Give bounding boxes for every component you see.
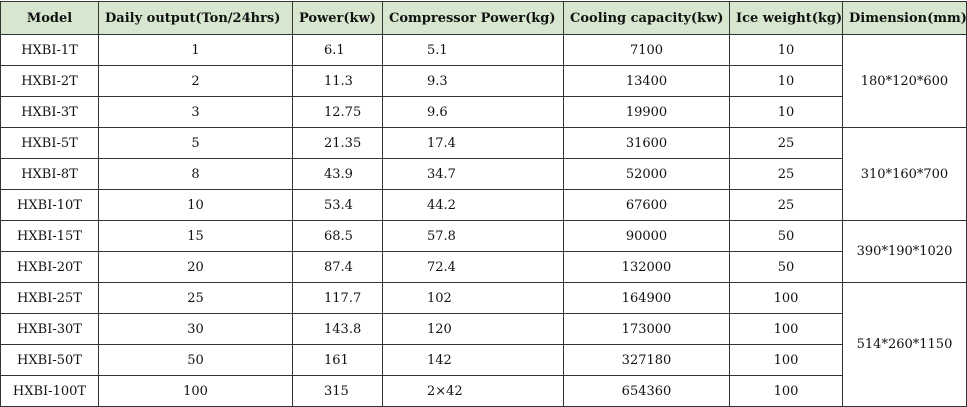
cell-cooling: 52000	[563, 158, 730, 190]
table-row: HXBI-5T 5 21.35 17.4 31600 25 310*160*70…	[0, 127, 967, 221]
cell-output: 30	[98, 313, 293, 345]
cell-ice: 25	[729, 158, 843, 190]
cell-compressor: 9.3	[382, 65, 564, 97]
cell-power: 87.4	[292, 251, 383, 283]
table-row: HXBI-50T 50 161 142 327180 100	[0, 344, 967, 376]
cell-ice: 50	[729, 220, 843, 252]
cell-compressor: 2×42	[382, 375, 564, 407]
cell-dimension: 310*160*700	[842, 127, 967, 221]
cell-compressor: 17.4	[382, 127, 564, 159]
cell-cooling: 654360	[563, 375, 730, 407]
cell-cooling: 327180	[563, 344, 730, 376]
table-row: HXBI-2T 2 11.3 9.3 13400 10	[0, 65, 967, 97]
cell-model: HXBI-10T	[0, 189, 99, 221]
cell-output: 20	[98, 251, 293, 283]
cell-power: 43.9	[292, 158, 383, 190]
cell-output: 15	[98, 220, 293, 252]
cell-output: 8	[98, 158, 293, 190]
cell-ice: 10	[729, 65, 843, 97]
table-row: HXBI-15T 15 68.5 57.8 90000 50 390*190*1…	[0, 220, 967, 283]
cell-compressor: 44.2	[382, 189, 564, 221]
table-row: HXBI-8T 8 43.9 34.7 52000 25	[0, 158, 967, 190]
cell-ice: 50	[729, 251, 843, 283]
cell-ice: 10	[729, 96, 843, 128]
table-row: HXBI-30T 30 143.8 120 173000 100	[0, 313, 967, 345]
cell-output: 5	[98, 127, 293, 159]
cell-model: HXBI-30T	[0, 313, 99, 345]
cell-compressor: 120	[382, 313, 564, 345]
cell-output: 100	[98, 375, 293, 407]
cell-cooling: 90000	[563, 220, 730, 252]
cell-model: HXBI-1T	[0, 34, 99, 66]
table-row: HXBI-25T 25 117.7 102 164900 100 514*260…	[0, 282, 967, 407]
header-model: Model	[0, 1, 99, 35]
cell-power: 117.7	[292, 282, 383, 314]
cell-ice: 100	[729, 313, 843, 345]
cell-dimension: 514*260*1150	[842, 282, 967, 407]
table-row: HXBI-1T 1 6.1 5.1 7100 10 180*120*600	[0, 34, 967, 128]
cell-cooling: 19900	[563, 96, 730, 128]
header-compressor-power: Compressor Power(kg)	[382, 1, 564, 35]
cell-ice: 100	[729, 344, 843, 376]
cell-ice: 100	[729, 375, 843, 407]
cell-model: HXBI-20T	[0, 251, 99, 283]
cell-compressor: 57.8	[382, 220, 564, 252]
cell-output: 3	[98, 96, 293, 128]
table-row: HXBI-100T 100 315 2×42 654360 100	[0, 375, 967, 407]
cell-model: HXBI-3T	[0, 96, 99, 128]
cell-output: 1	[98, 34, 293, 66]
cell-ice: 10	[729, 34, 843, 66]
cell-compressor: 34.7	[382, 158, 564, 190]
table-row: HXBI-3T 3 12.75 9.6 19900 10	[0, 96, 967, 128]
cell-power: 12.75	[292, 96, 383, 128]
cell-model: HXBI-8T	[0, 158, 99, 190]
cell-power: 143.8	[292, 313, 383, 345]
cell-compressor: 9.6	[382, 96, 564, 128]
table-row: HXBI-20T 20 87.4 72.4 132000 50	[0, 251, 967, 283]
header-dimension: Dimension(mm)	[842, 1, 967, 35]
cell-ice: 25	[729, 127, 843, 159]
cell-output: 50	[98, 344, 293, 376]
cell-model: HXBI-50T	[0, 344, 99, 376]
header-daily-output: Daily output(Ton/24hrs)	[98, 1, 293, 35]
cell-compressor: 72.4	[382, 251, 564, 283]
cell-model: HXBI-2T	[0, 65, 99, 97]
cell-cooling: 67600	[563, 189, 730, 221]
cell-ice: 100	[729, 282, 843, 314]
cell-output: 2	[98, 65, 293, 97]
cell-model: HXBI-100T	[0, 375, 99, 407]
cell-power: 21.35	[292, 127, 383, 159]
cell-cooling: 31600	[563, 127, 730, 159]
cell-model: HXBI-25T	[0, 282, 99, 314]
cell-power: 53.4	[292, 189, 383, 221]
cell-cooling: 7100	[563, 34, 730, 66]
cell-ice: 25	[729, 189, 843, 221]
cell-compressor: 102	[382, 282, 564, 314]
cell-dimension: 180*120*600	[842, 34, 967, 128]
cell-cooling: 13400	[563, 65, 730, 97]
cell-cooling: 132000	[563, 251, 730, 283]
cell-dimension: 390*190*1020	[842, 220, 967, 283]
cell-power: 11.3	[292, 65, 383, 97]
header-row: Model Daily output(Ton/24hrs) Power(kw) …	[0, 1, 967, 35]
cell-power: 68.5	[292, 220, 383, 252]
cell-model: HXBI-15T	[0, 220, 99, 252]
cell-compressor: 5.1	[382, 34, 564, 66]
header-cooling-capacity: Cooling capacity(kw)	[563, 1, 730, 35]
cell-cooling: 173000	[563, 313, 730, 345]
table-row: HXBI-10T 10 53.4 44.2 67600 25	[0, 189, 967, 221]
cell-compressor: 142	[382, 344, 564, 376]
cell-output: 25	[98, 282, 293, 314]
cell-power: 6.1	[292, 34, 383, 66]
header-ice-weight: Ice weight(kg)	[729, 1, 843, 35]
cell-model: HXBI-5T	[0, 127, 99, 159]
cell-cooling: 164900	[563, 282, 730, 314]
cell-output: 10	[98, 189, 293, 221]
cell-power: 161	[292, 344, 383, 376]
header-power: Power(kw)	[292, 1, 383, 35]
cell-power: 315	[292, 375, 383, 407]
